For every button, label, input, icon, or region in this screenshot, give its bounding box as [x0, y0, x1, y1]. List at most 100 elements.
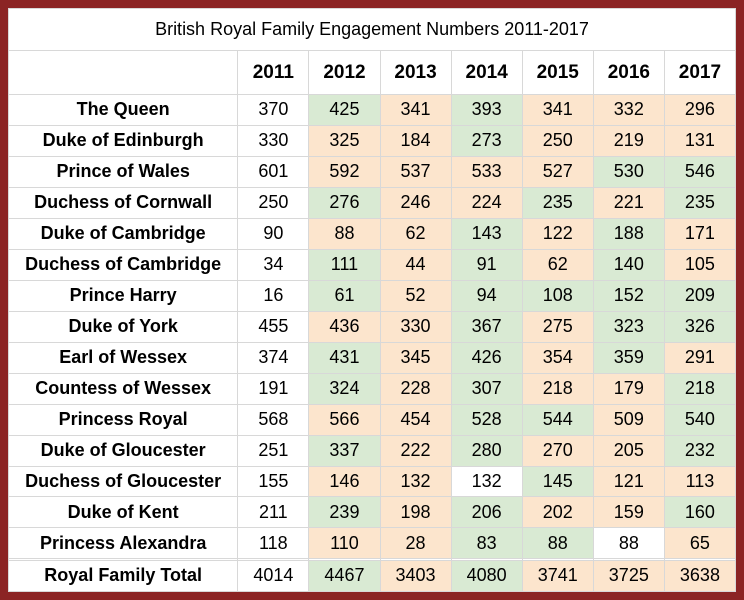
value-cell: 205 [592, 434, 665, 467]
row-label: Duke of Kent [8, 496, 239, 529]
value-cell: 218 [521, 372, 594, 405]
value-cell: 88 [592, 527, 665, 560]
value-cell: 121 [592, 465, 665, 498]
row-label: Royal Family Total [8, 559, 239, 592]
value-cell: 273 [450, 124, 523, 157]
table-row: Duchess of Cornwall 250 276 246 224 235 221 235 [8, 186, 736, 219]
value-cell: 209 [663, 279, 736, 312]
value-cell: 155 [237, 465, 310, 498]
value-cell: 88 [521, 527, 594, 560]
value-cell: 206 [450, 496, 523, 529]
year-header: 2015 [521, 50, 594, 95]
table-row: Duke of York 455 436 330 367 275 323 326 [8, 310, 736, 343]
value-cell: 370 [237, 93, 310, 126]
engagements-table: British Royal Family Engagement Numbers … [8, 8, 736, 592]
value-cell: 592 [308, 155, 381, 188]
value-cell: 337 [308, 434, 381, 467]
row-label: Duke of Gloucester [8, 434, 239, 467]
value-cell: 110 [308, 527, 381, 560]
value-cell: 44 [379, 248, 452, 281]
value-cell: 184 [379, 124, 452, 157]
row-label: Duke of York [8, 310, 239, 343]
title-row: British Royal Family Engagement Numbers … [8, 8, 736, 52]
table-row: The Queen 370 425 341 393 341 332 296 [8, 93, 736, 126]
value-cell: 3725 [592, 559, 665, 592]
value-cell: 324 [308, 372, 381, 405]
year-header: 2012 [308, 50, 381, 95]
value-cell: 341 [379, 93, 452, 126]
year-header-row: 2011 2012 2013 2014 2015 2016 2017 [8, 50, 736, 95]
value-cell: 105 [663, 248, 736, 281]
value-cell: 222 [379, 434, 452, 467]
row-label: Prince Harry [8, 279, 239, 312]
value-cell: 426 [450, 341, 523, 374]
value-cell: 118 [237, 527, 310, 560]
value-cell: 527 [521, 155, 594, 188]
value-cell: 431 [308, 341, 381, 374]
value-cell: 566 [308, 403, 381, 436]
value-cell: 291 [663, 341, 736, 374]
row-label: Earl of Wessex [8, 341, 239, 374]
value-cell: 219 [592, 124, 665, 157]
value-cell: 62 [379, 217, 452, 250]
value-cell: 345 [379, 341, 452, 374]
value-cell [663, 558, 736, 562]
value-cell: 3403 [379, 559, 452, 592]
value-cell: 191 [237, 372, 310, 405]
value-cell: 224 [450, 186, 523, 219]
value-cell: 90 [237, 217, 310, 250]
year-header: 2011 [237, 50, 310, 95]
table-row: Prince of Wales 601 592 537 533 527 530 546 [8, 155, 736, 188]
row-label: Countess of Wessex [8, 372, 239, 405]
row-label: Prince of Wales [8, 155, 239, 188]
value-cell: 330 [237, 124, 310, 157]
value-cell: 198 [379, 496, 452, 529]
value-cell: 354 [521, 341, 594, 374]
table-row: Duke of Edinburgh 330 325 184 273 250 219 131 [8, 124, 736, 157]
value-cell: 94 [450, 279, 523, 312]
value-cell: 52 [379, 279, 452, 312]
row-label: Duchess of Gloucester [8, 465, 239, 498]
value-cell: 4467 [308, 559, 381, 592]
value-cell: 530 [592, 155, 665, 188]
value-cell: 270 [521, 434, 594, 467]
row-label: Duke of Edinburgh [8, 124, 239, 157]
value-cell: 235 [663, 186, 736, 219]
value-cell: 3638 [663, 559, 736, 592]
value-cell: 250 [237, 186, 310, 219]
value-cell: 276 [308, 186, 381, 219]
value-cell: 228 [379, 372, 452, 405]
value-cell: 4080 [450, 559, 523, 592]
corner-cell [8, 50, 239, 95]
value-cell: 91 [450, 248, 523, 281]
value-cell: 4014 [237, 559, 310, 592]
row-label: Duchess of Cambridge [8, 248, 239, 281]
value-cell: 251 [237, 434, 310, 467]
value-cell: 326 [663, 310, 736, 343]
row-label: Princess Royal [8, 403, 239, 436]
value-cell: 140 [592, 248, 665, 281]
table-title: British Royal Family Engagement Numbers … [8, 8, 736, 52]
value-cell: 171 [663, 217, 736, 250]
year-header: 2016 [592, 50, 665, 95]
table-row: Countess of Wessex 191 324 228 307 218 179 218 [8, 372, 736, 405]
value-cell: 239 [308, 496, 381, 529]
value-cell: 425 [308, 93, 381, 126]
value-cell: 221 [592, 186, 665, 219]
value-cell: 61 [308, 279, 381, 312]
value-cell: 393 [450, 93, 523, 126]
value-cell: 250 [521, 124, 594, 157]
value-cell: 568 [237, 403, 310, 436]
value-cell: 359 [592, 341, 665, 374]
table-row: Princess Royal 568 566 454 528 544 509 540 [8, 403, 736, 436]
table-row: Duchess of Cambridge 34 111 44 91 62 140 105 [8, 248, 736, 281]
value-cell: 131 [663, 124, 736, 157]
table-row: Duke of Kent 211 239 198 206 202 159 160 [8, 496, 736, 529]
value-cell: 544 [521, 403, 594, 436]
value-cell: 3741 [521, 559, 594, 592]
value-cell: 436 [308, 310, 381, 343]
table-row: Princess Alexandra 118 110 28 83 88 88 65 [8, 527, 736, 560]
value-cell: 16 [237, 279, 310, 312]
value-cell: 145 [521, 465, 594, 498]
